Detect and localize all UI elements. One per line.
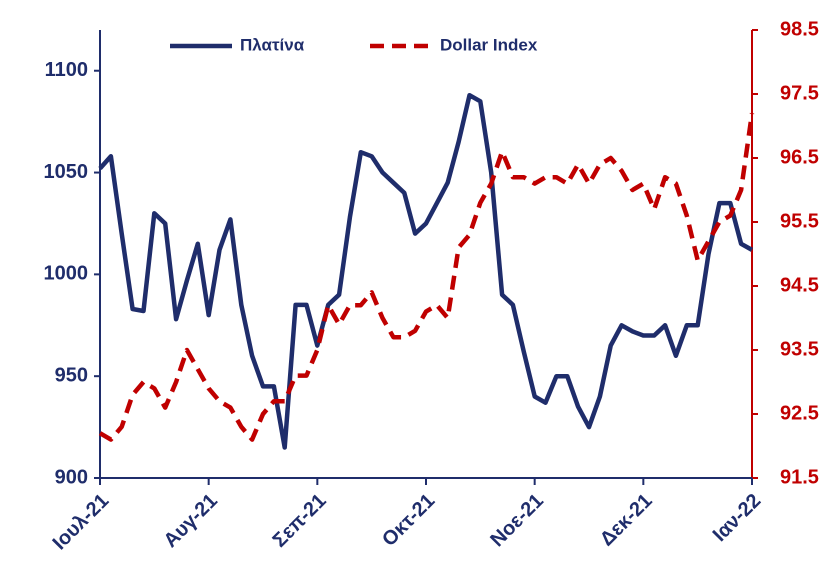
y2-tick-label: 96.5 <box>780 146 819 168</box>
y-tick-label: 1050 <box>44 161 89 183</box>
x-tick-label: Οκτ-21 <box>378 490 439 551</box>
legend-label: Dollar Index <box>440 35 538 54</box>
line-series <box>98 92 754 450</box>
y2-tick-label: 92.5 <box>780 402 819 424</box>
y2-tick-label: 98.5 <box>780 18 819 40</box>
y2-tick-label: 94.5 <box>780 274 819 296</box>
y2-tick-label: 91.5 <box>780 466 819 488</box>
line-series <box>98 112 755 442</box>
y2-tick-label: 95.5 <box>780 210 819 232</box>
y2-tick-label: 97.5 <box>780 82 819 104</box>
y-tick-label: 1100 <box>45 59 88 81</box>
y-tick-label: 950 <box>55 364 88 386</box>
x-tick-label: Σεπ-21 <box>269 490 331 552</box>
x-tick-label: Δεκ-21 <box>596 490 657 551</box>
x-tick-label: Ιαν-22 <box>709 490 765 546</box>
legend-label: Πλατίνα <box>240 35 305 54</box>
x-tick-label: Νοε-21 <box>486 490 548 552</box>
y2-tick-label: 93.5 <box>780 338 819 360</box>
y-tick-label: 900 <box>55 466 88 488</box>
x-tick-label: Αυγ-21 <box>160 490 222 552</box>
y-tick-label: 1000 <box>44 263 89 285</box>
x-tick-label: Ιουλ-21 <box>49 490 114 555</box>
